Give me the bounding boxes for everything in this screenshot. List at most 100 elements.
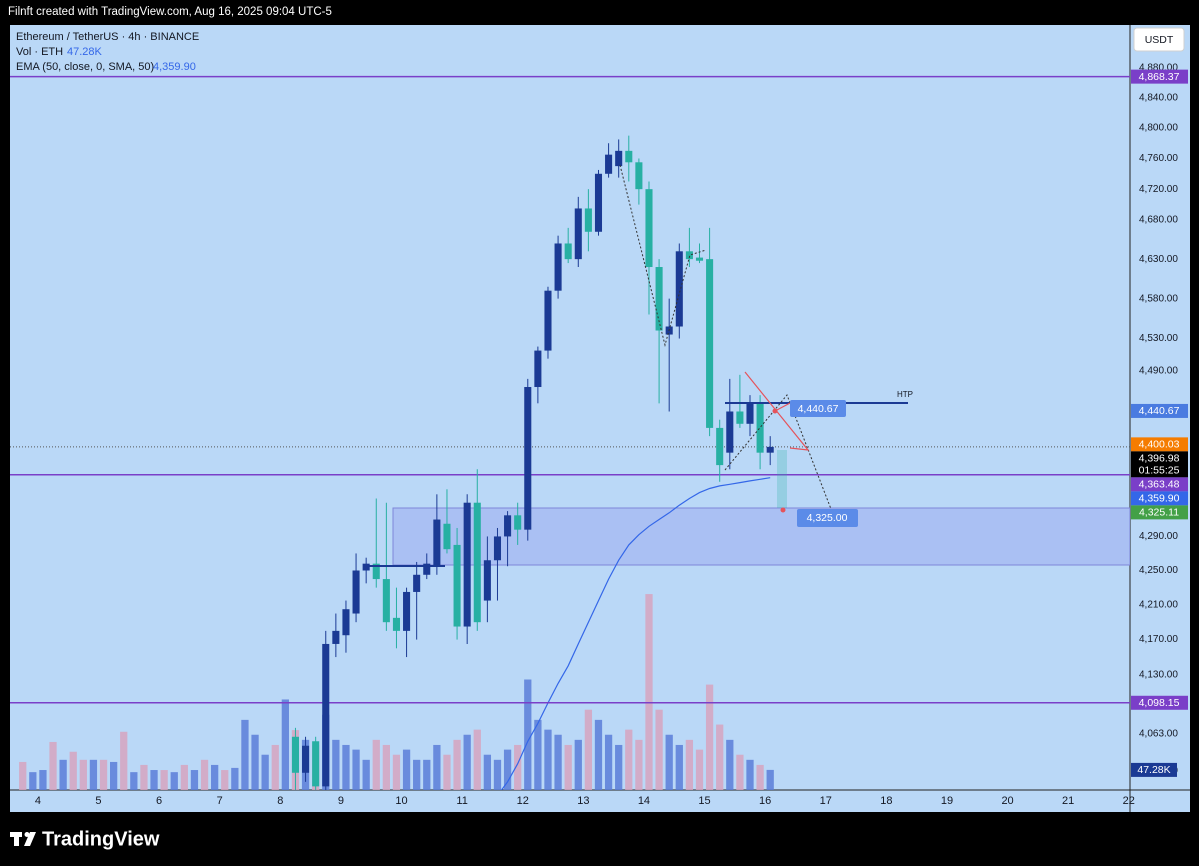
x-tick-label: 11 <box>456 795 467 807</box>
volume-bar <box>604 734 613 790</box>
candle-body <box>574 208 582 260</box>
x-tick-label: 6 <box>156 795 162 807</box>
y-tick-label: 4,720.00 <box>1139 184 1178 195</box>
candle-body <box>716 427 724 466</box>
candle-body <box>493 536 502 561</box>
volume-bar <box>150 770 158 790</box>
volume-bar <box>685 739 694 790</box>
volume-bar <box>231 767 239 790</box>
volume-bar <box>332 739 340 790</box>
candle-body <box>291 736 299 773</box>
volume-bar <box>89 759 98 790</box>
y-tick-label: 4,840.00 <box>1139 93 1178 104</box>
point <box>780 507 786 513</box>
y-tick-label: 4,680.00 <box>1139 215 1178 226</box>
candle-body <box>362 563 370 571</box>
candle-body <box>655 267 663 331</box>
volume-bar <box>342 744 350 790</box>
candle-body <box>615 150 623 167</box>
red-path <box>744 371 810 451</box>
y-tick-label: 4,170.00 <box>1139 634 1178 645</box>
y-tick-label: 4,530.00 <box>1139 333 1178 344</box>
volume-bar <box>160 770 168 790</box>
candle-body <box>706 259 714 428</box>
countdown: 01:55:25 <box>1139 465 1180 477</box>
currency-button[interactable] <box>1133 27 1185 52</box>
volume-bar <box>736 754 744 790</box>
volume-bar <box>514 744 522 790</box>
candle-body <box>322 643 330 787</box>
volume-bar <box>362 759 370 790</box>
volume-bar <box>625 729 633 790</box>
y-tick-label: 4,490.00 <box>1139 365 1178 376</box>
candle-body <box>736 411 744 424</box>
price-tag-label: 4,400.03 <box>1139 439 1180 451</box>
volume-tag <box>1131 762 1177 777</box>
volume-bar <box>221 770 229 790</box>
candle-body <box>342 609 350 636</box>
volume-bar <box>190 770 199 790</box>
y-tick-label: 4,063.00 <box>1139 729 1178 740</box>
volume-bar <box>716 724 724 790</box>
candle-body <box>483 560 491 601</box>
annotation: 4,440.67 <box>798 403 839 415</box>
volume-bar <box>423 759 431 790</box>
y-tick-label: 4,210.00 <box>1139 600 1178 611</box>
volume-bar <box>79 759 87 790</box>
candle-body <box>443 523 451 550</box>
volume-bar <box>615 744 623 790</box>
x-tick-label: 10 <box>395 795 407 807</box>
volume-bar <box>251 734 259 790</box>
price-tag <box>1131 505 1188 520</box>
candle-body <box>685 251 693 260</box>
price-tag-label: 4,440.67 <box>1139 405 1180 417</box>
volume-bar <box>594 719 603 790</box>
point <box>772 408 778 414</box>
levels <box>10 75 1130 704</box>
price-tag-label: 4,363.48 <box>1139 479 1180 491</box>
volume-bar <box>766 769 774 790</box>
volume-bar <box>352 749 360 790</box>
y-tick-label: 4,630.00 <box>1139 254 1178 265</box>
x-tick-label: 16 <box>759 795 771 807</box>
projection <box>777 450 787 508</box>
volume-bar <box>392 754 401 790</box>
volume-bar <box>705 684 714 790</box>
candle-body <box>433 519 441 567</box>
zone <box>392 507 1130 566</box>
volume-bar <box>261 754 269 790</box>
drawings: HTP 4,440.67 4,325.00 <box>365 164 913 567</box>
volume-bar <box>574 739 582 790</box>
candle-body <box>524 387 532 530</box>
candle-body <box>463 502 471 627</box>
candle-body <box>352 570 360 614</box>
volume-bar <box>140 764 148 790</box>
volume-bar <box>493 759 502 790</box>
currency[interactable]: USDT <box>1145 34 1174 46</box>
ema-line <box>500 477 771 790</box>
volume-legend: Vol · ETH <box>16 46 63 58</box>
volume-bar <box>473 729 481 790</box>
ema <box>500 477 771 790</box>
candle-body <box>584 208 592 232</box>
volume-bar <box>402 749 411 790</box>
volume-bar <box>130 772 138 790</box>
volume-bar <box>211 764 219 790</box>
chart-background <box>10 25 1190 812</box>
candle-body <box>514 515 522 530</box>
volume-bar <box>463 734 471 790</box>
volume-bar <box>453 739 461 790</box>
candle-body <box>544 290 552 351</box>
volume-bar <box>645 594 653 790</box>
dotted-path <box>724 394 837 523</box>
volume-bar <box>180 764 188 790</box>
brand: TradingView <box>42 828 160 850</box>
price-tag-label: 4,098.15 <box>1139 697 1180 709</box>
volume-bar <box>665 734 673 790</box>
x-tick-label: 9 <box>338 795 344 807</box>
volume-bar <box>271 744 279 790</box>
x-tick-label: 17 <box>820 795 832 807</box>
volume-bar <box>443 754 451 790</box>
